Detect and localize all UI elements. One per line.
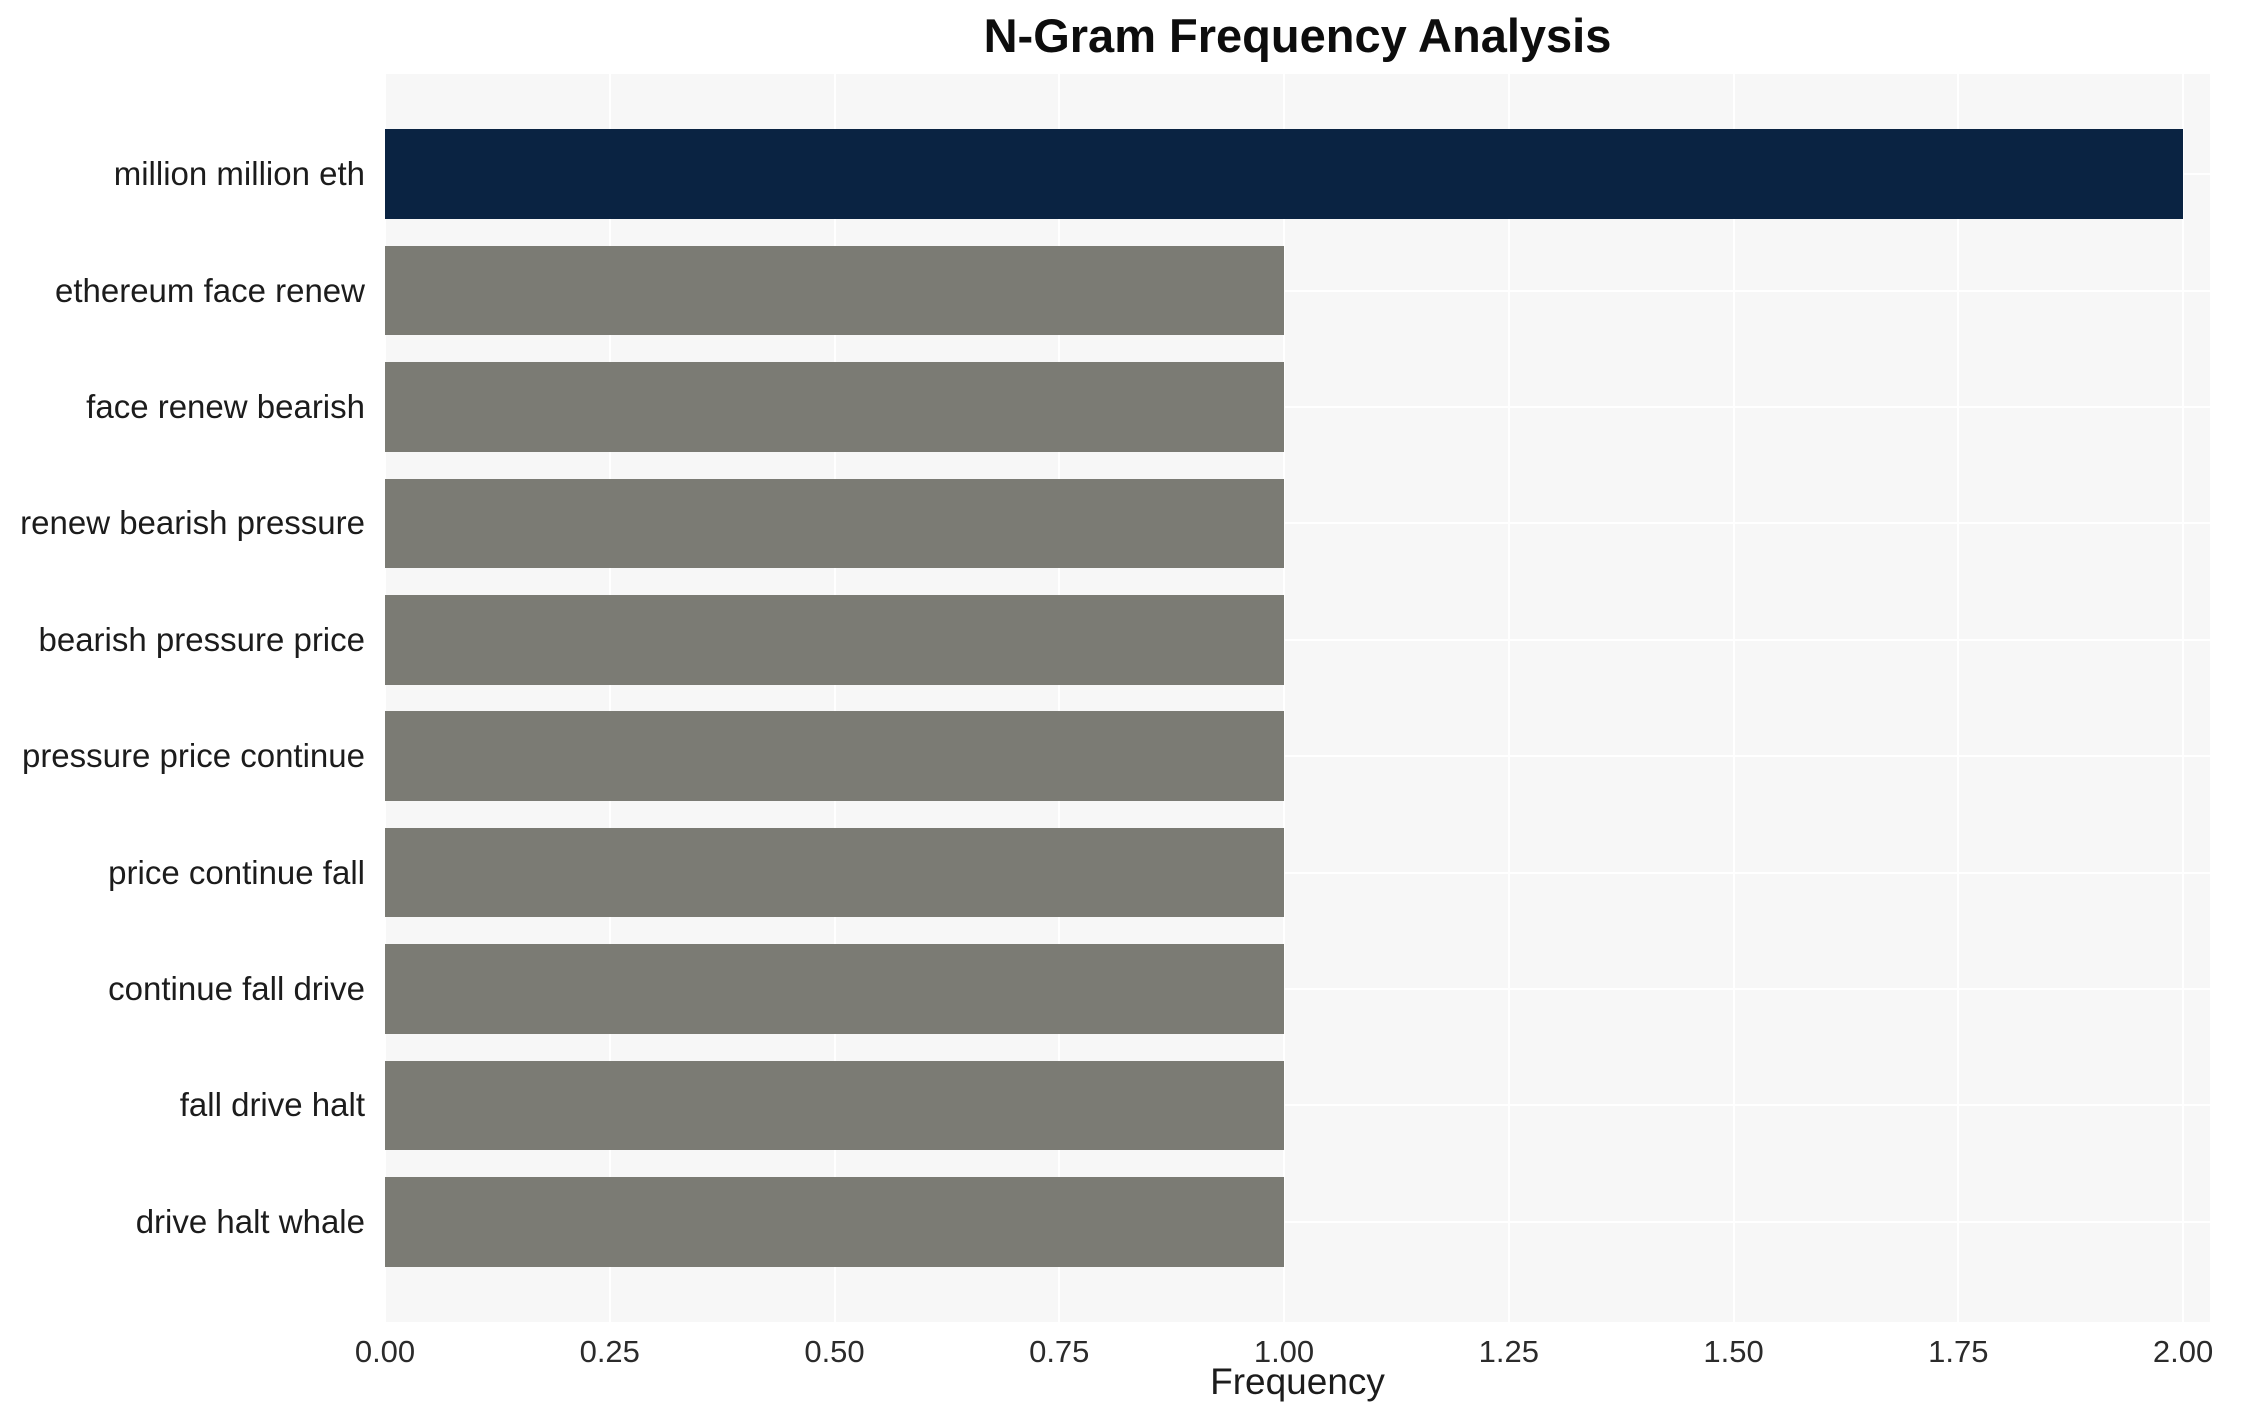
bar-row [385, 931, 2210, 1047]
vertical-gridline [1732, 74, 1735, 1322]
horizontal-gridline [385, 1104, 2210, 1107]
category-label: ethereum face renew [54, 271, 365, 309]
bar [385, 1177, 1284, 1267]
horizontal-gridline [385, 871, 2210, 874]
bar [385, 711, 1284, 802]
bar [385, 129, 2184, 220]
x-tick-label: 2.00 [2152, 1334, 2214, 1369]
bar [385, 1060, 1284, 1151]
vertical-gridline [833, 74, 836, 1322]
x-tick-label: 1.25 [1478, 1334, 1539, 1369]
x-tick-label: 1.75 [1928, 1334, 1989, 1369]
bar [385, 827, 1284, 918]
horizontal-gridline [385, 988, 2210, 990]
x-axis-tick-labels: 0.00 0.25 0.50 0.75 1.00 1.25 1.50 1.75 2.00 [355, 1334, 2214, 1372]
bar [385, 595, 1284, 685]
bar [385, 362, 1284, 452]
bar-row [385, 1164, 2210, 1280]
bar-row [385, 582, 2210, 698]
vertical-gridline [608, 74, 611, 1322]
vertical-gridline [1058, 74, 1061, 1322]
bar [385, 245, 1284, 336]
x-axis-label: Frequency [1210, 1361, 1385, 1402]
x-tick-label: 0.00 [354, 1334, 416, 1369]
bar-row [385, 814, 2210, 930]
horizontal-gridline [385, 755, 2210, 758]
vertical-gridline [2182, 74, 2185, 1322]
category-label: pressure price continue [21, 737, 365, 775]
vertical-gridline [1283, 74, 1285, 1322]
horizontal-gridline [385, 289, 2210, 292]
category-label: fall drive halt [179, 1086, 365, 1124]
bar [385, 944, 1284, 1034]
horizontal-gridline [385, 1220, 2210, 1223]
x-tick-label: 0.50 [804, 1334, 865, 1369]
bar-row [385, 349, 2210, 465]
bar [385, 478, 1284, 569]
horizontal-gridline [385, 522, 2210, 525]
bar-row [385, 465, 2210, 581]
vertical-gridline [1957, 74, 1960, 1322]
chart-title: N-Gram Frequency Analysis [983, 9, 1612, 62]
bar-row [385, 116, 2210, 232]
y-axis-category-labels: million million eth ethereum face renew fa… [0, 74, 365, 1322]
bar-row [385, 232, 2210, 348]
plot-area [384, 74, 2210, 1322]
bar-series [385, 74, 2210, 1322]
category-label: face renew bearish [86, 388, 365, 426]
horizontal-gridline [385, 406, 2210, 408]
x-tick-label: 1.00 [1253, 1334, 1315, 1369]
horizontal-gridline [385, 638, 2210, 641]
category-label: continue fall drive [108, 970, 365, 1008]
vertical-gridline [1507, 74, 1510, 1322]
vertical-gridline [384, 74, 386, 1322]
bar-row [385, 1047, 2210, 1163]
category-label: million million eth [113, 155, 365, 193]
category-label: drive halt whale [135, 1202, 365, 1240]
category-label: bearish pressure price [38, 620, 366, 658]
x-tick-label: 1.50 [1703, 1334, 1764, 1369]
category-label: renew bearish pressure [20, 504, 365, 542]
x-tick-label: 0.75 [1029, 1334, 1090, 1369]
category-label: price continue fall [108, 853, 365, 891]
x-tick-label: 0.25 [579, 1334, 640, 1369]
bar-row [385, 698, 2210, 814]
